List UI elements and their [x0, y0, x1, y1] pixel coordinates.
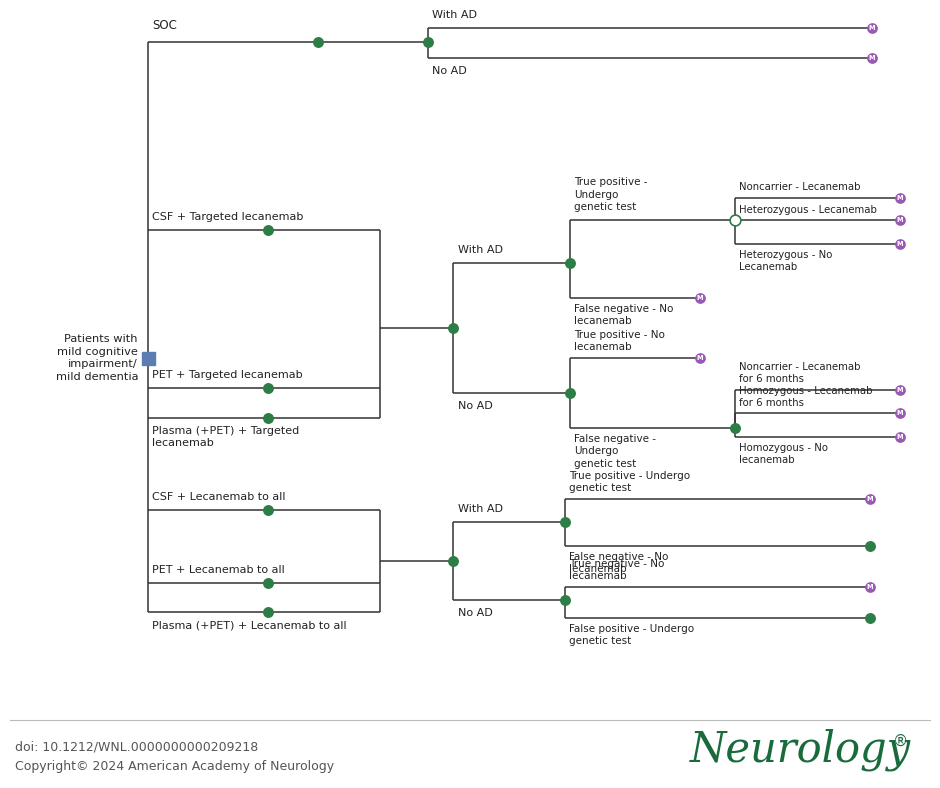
Text: Noncarrier - Lecanemab: Noncarrier - Lecanemab	[739, 182, 860, 192]
Point	[260, 606, 275, 619]
Text: Heterozygous - Lecanemab: Heterozygous - Lecanemab	[739, 205, 877, 215]
Text: Noncarrier - Lecanemab
for 6 months: Noncarrier - Lecanemab for 6 months	[739, 362, 860, 384]
Point	[892, 238, 907, 251]
Text: Plasma (+PET) + Lecanemab to all: Plasma (+PET) + Lecanemab to all	[152, 620, 347, 630]
Text: True negative - No
lecanemab: True negative - No lecanemab	[569, 559, 665, 581]
Text: With AD: With AD	[458, 504, 503, 514]
Text: M: M	[897, 217, 903, 223]
Text: M: M	[867, 496, 873, 502]
Text: M: M	[869, 55, 875, 61]
Text: True positive -
Undergo
genetic test: True positive - Undergo genetic test	[574, 177, 648, 212]
Text: Homozygous - No
lecanemab: Homozygous - No lecanemab	[739, 443, 828, 466]
Text: M: M	[867, 584, 873, 590]
Point	[728, 422, 743, 434]
Text: False negative - No
lecanemab: False negative - No lecanemab	[569, 552, 668, 574]
Text: Copyright© 2024 American Academy of Neurology: Copyright© 2024 American Academy of Neur…	[15, 760, 334, 773]
FancyBboxPatch shape	[142, 351, 154, 365]
Point	[446, 322, 461, 334]
Text: False positive - Undergo
genetic test: False positive - Undergo genetic test	[569, 624, 694, 646]
Text: ®: ®	[893, 734, 908, 749]
Text: With AD: With AD	[432, 10, 477, 20]
Text: doi: 10.1212/WNL.0000000000209218: doi: 10.1212/WNL.0000000000209218	[15, 740, 258, 753]
Point	[865, 52, 880, 65]
Text: CSF + Lecanemab to all: CSF + Lecanemab to all	[152, 492, 286, 502]
Text: M: M	[897, 241, 903, 247]
Point	[260, 577, 275, 589]
Text: CSF + Targeted lecanemab: CSF + Targeted lecanemab	[152, 212, 304, 222]
Text: Homozygous - Lecanemab
for 6 months: Homozygous - Lecanemab for 6 months	[739, 385, 872, 408]
Text: SOC: SOC	[152, 19, 177, 32]
Text: False negative - No
lecanemab: False negative - No lecanemab	[574, 304, 673, 326]
Text: Patients with
mild cognitive
impairment/
mild dementia: Patients with mild cognitive impairment/…	[55, 334, 138, 381]
Point	[557, 515, 572, 528]
Point	[562, 257, 577, 269]
Text: M: M	[897, 434, 903, 440]
Point	[728, 214, 743, 226]
Point	[446, 555, 461, 567]
Text: M: M	[869, 25, 875, 31]
Text: M: M	[897, 410, 903, 416]
Point	[892, 384, 907, 396]
Text: With AD: With AD	[458, 245, 503, 255]
Text: PET + Lecanemab to all: PET + Lecanemab to all	[152, 565, 285, 575]
Point	[863, 492, 878, 505]
Text: No AD: No AD	[458, 608, 493, 618]
Point	[562, 387, 577, 400]
Text: No AD: No AD	[432, 66, 467, 76]
Point	[693, 292, 708, 304]
Text: M: M	[697, 355, 703, 361]
Text: No AD: No AD	[458, 401, 493, 411]
Text: M: M	[697, 295, 703, 301]
Point	[557, 593, 572, 606]
Point	[260, 224, 275, 236]
Point	[310, 35, 325, 48]
Point	[892, 407, 907, 419]
Text: Heterozygous - No
Lecanemab: Heterozygous - No Lecanemab	[739, 250, 833, 273]
Point	[892, 191, 907, 204]
Text: True positive - Undergo
genetic test: True positive - Undergo genetic test	[569, 470, 690, 493]
Point	[260, 504, 275, 516]
Point	[863, 581, 878, 593]
Text: PET + Targeted lecanemab: PET + Targeted lecanemab	[152, 370, 303, 380]
Point	[863, 540, 878, 552]
Point	[892, 431, 907, 444]
Text: Neurology: Neurology	[690, 729, 911, 771]
Point	[260, 411, 275, 424]
Point	[865, 22, 880, 35]
Point	[420, 35, 435, 48]
Text: M: M	[897, 195, 903, 201]
Point	[863, 611, 878, 624]
Point	[260, 381, 275, 394]
Point	[693, 351, 708, 364]
Text: False negative -
Undergo
genetic test: False negative - Undergo genetic test	[574, 434, 656, 469]
Text: Plasma (+PET) + Targeted
lecanemab: Plasma (+PET) + Targeted lecanemab	[152, 426, 299, 448]
Text: M: M	[897, 387, 903, 393]
Text: True positive - No
lecanemab: True positive - No lecanemab	[574, 329, 665, 352]
Point	[892, 214, 907, 226]
